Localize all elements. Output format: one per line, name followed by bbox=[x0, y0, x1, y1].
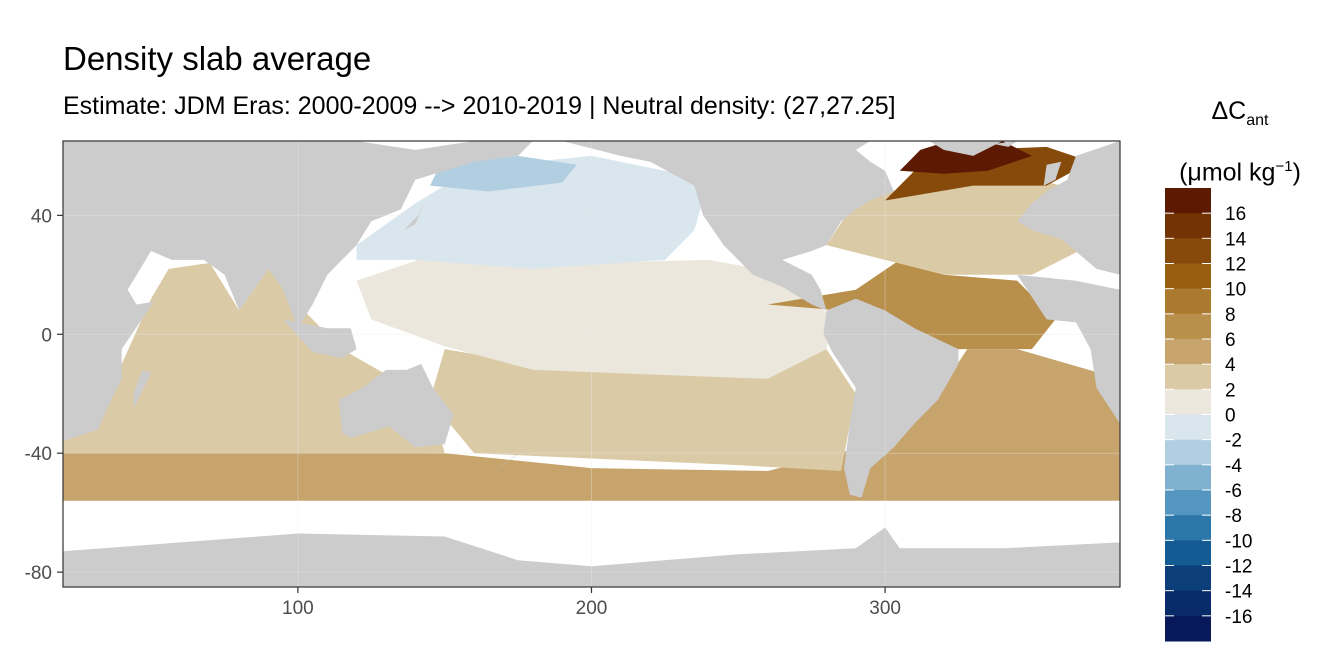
legend-label: 10 bbox=[1225, 280, 1246, 301]
y-tick-label: -80 bbox=[25, 563, 52, 584]
land-eurasia bbox=[63, 141, 533, 442]
land-layer bbox=[63, 141, 1120, 587]
y-tick-label: -40 bbox=[25, 444, 52, 465]
land-madagascar bbox=[133, 369, 152, 409]
legend-label: -14 bbox=[1225, 582, 1253, 603]
x-tick-label: 300 bbox=[869, 598, 901, 619]
ocean-region-south-pacific bbox=[430, 349, 856, 471]
legend-label: 8 bbox=[1225, 305, 1236, 326]
land-indonesia bbox=[283, 319, 357, 359]
ocean-region-south-atlantic bbox=[870, 349, 1120, 489]
legend-unit-sup: −1 bbox=[1275, 158, 1293, 175]
grid-layer bbox=[63, 141, 1120, 587]
land-antarctica bbox=[63, 527, 1120, 587]
ocean-region-tropical-atlantic bbox=[767, 259, 1056, 350]
legend-unit-pre: (μmol kg bbox=[1179, 158, 1276, 187]
x-tick-label: 200 bbox=[576, 598, 608, 619]
ocean-region-northwest-pacific bbox=[430, 155, 577, 192]
legend-swatch bbox=[1165, 364, 1211, 390]
legend-label: 14 bbox=[1225, 229, 1247, 250]
legend-label: -2 bbox=[1225, 431, 1242, 452]
legend-label: -12 bbox=[1225, 557, 1252, 578]
legend-swatch bbox=[1165, 565, 1211, 592]
y-axis: 40 0 -40 -80 bbox=[25, 206, 63, 584]
legend-swatch bbox=[1165, 515, 1211, 541]
y-tick-label: 40 bbox=[31, 206, 52, 227]
legend-swatch bbox=[1165, 238, 1211, 264]
x-tick-label: 100 bbox=[282, 598, 314, 619]
legend-label: -16 bbox=[1225, 607, 1252, 628]
land-greenland bbox=[929, 141, 1003, 156]
land-south-america bbox=[823, 298, 959, 498]
legend-swatch bbox=[1165, 389, 1211, 415]
legend-swatch bbox=[1165, 188, 1211, 214]
legend-label: 16 bbox=[1225, 204, 1246, 225]
legend-label: 0 bbox=[1225, 406, 1236, 427]
legend-label: -10 bbox=[1225, 531, 1252, 552]
ocean-region-north-pacific bbox=[356, 155, 709, 269]
chart-title: Density slab average bbox=[63, 40, 372, 77]
y-tick-label: 0 bbox=[41, 325, 52, 346]
legend-label: -6 bbox=[1225, 481, 1242, 502]
legend-swatch bbox=[1165, 263, 1211, 290]
legend-swatch bbox=[1165, 490, 1211, 516]
legend-label: 6 bbox=[1225, 330, 1236, 351]
legend-swatch bbox=[1165, 213, 1211, 239]
legend-swatch bbox=[1165, 414, 1211, 441]
land-iceland bbox=[993, 141, 1018, 147]
legend-label: -4 bbox=[1225, 456, 1242, 477]
legend-swatch bbox=[1165, 590, 1211, 617]
land-uk bbox=[1043, 161, 1062, 186]
legend-title-sub: ant bbox=[1246, 112, 1269, 129]
legend-unit-post: ) bbox=[1292, 158, 1301, 187]
x-axis: 100 200 300 bbox=[282, 587, 901, 619]
legend-label: -8 bbox=[1225, 506, 1242, 527]
ocean-region-subpolar-north-atlantic bbox=[885, 146, 1091, 201]
legend-title-main: ΔC bbox=[1211, 97, 1247, 125]
ocean-region-labrador-irminger bbox=[899, 141, 1032, 174]
map-panel bbox=[63, 141, 1120, 587]
legend-swatch bbox=[1165, 540, 1211, 566]
land-africa-west bbox=[1017, 274, 1120, 424]
legend-swatch bbox=[1165, 288, 1211, 315]
legend-swatch bbox=[1165, 439, 1211, 466]
legend-swatch bbox=[1165, 339, 1211, 365]
legend-swatch bbox=[1165, 464, 1211, 491]
legend-label: 4 bbox=[1225, 355, 1236, 376]
legend-swatch bbox=[1165, 313, 1211, 340]
land-australia bbox=[339, 364, 454, 448]
chart-subtitle: Estimate: JDM Eras: 2000-2009 --> 2010-2… bbox=[63, 92, 896, 120]
land-north-america bbox=[562, 141, 894, 311]
legend-label: 2 bbox=[1225, 380, 1236, 401]
legend-colorbar: 16 14 12 10 8 6 4 2 0 -2 -4 -6 -8 -10 -12 -14 -16 bbox=[1165, 188, 1253, 642]
legend-title: ΔCant (μmol kg−1) bbox=[1160, 88, 1320, 195]
land-japan bbox=[386, 203, 425, 240]
legend-swatch bbox=[1165, 615, 1211, 642]
ocean-region-equatorial-pacific bbox=[356, 251, 833, 379]
legend-label: 12 bbox=[1225, 255, 1246, 276]
land-africa-europe bbox=[1017, 141, 1120, 424]
